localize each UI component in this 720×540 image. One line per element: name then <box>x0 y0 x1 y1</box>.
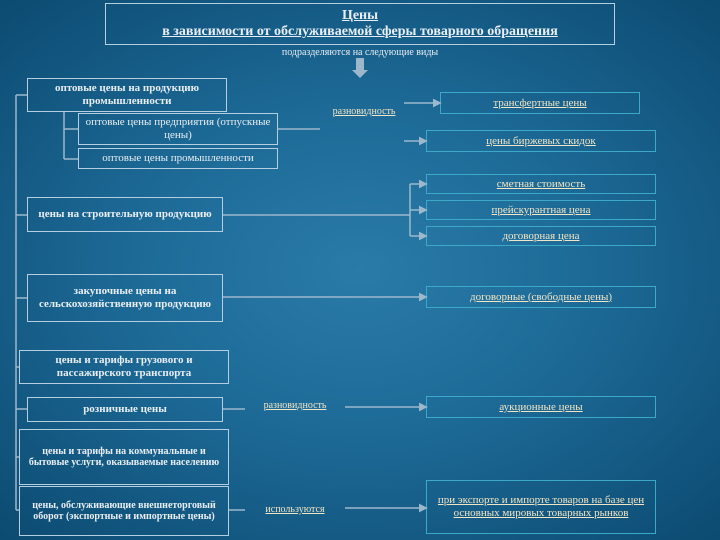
box-free-prices: договорные (свободные цены) <box>426 286 656 308</box>
box-estimate-cost: сметная стоимость <box>426 174 656 194</box>
box-wholesale-enterprise: оптовые цены предприятия (отпускные цены… <box>78 113 278 145</box>
box-transport: цены и тарифы грузового и пассажирского … <box>19 350 229 384</box>
box-foreign-trade: цены, обслуживающие внешнеторговый оборо… <box>19 486 229 536</box>
box-exchange-discount: цены биржевых скидок <box>426 130 656 152</box>
title-line1: Цены <box>110 8 610 24</box>
subtitle-text: подразделяются на следующие виды <box>230 47 490 58</box>
box-agriculture: закупочные цены на сельскохозяйственную … <box>27 274 223 322</box>
title-line2: в зависимости от обслуживаемой сферы тов… <box>110 24 610 40</box>
box-utilities: цены и тарифы на коммунальные и бытовые … <box>19 429 229 485</box>
box-auction-prices: аукционные цены <box>426 396 656 418</box>
box-export-import: при экспорте и импорте товаров на базе ц… <box>426 480 656 534</box>
box-wholesale-industry-sub: оптовые цены промышленности <box>78 148 278 169</box>
title-box: Цены в зависимости от обслуживаемой сфер… <box>105 3 615 45</box>
box-retail: розничные цены <box>27 397 223 422</box>
box-wholesale-industry: оптовые цены на продукцию промышленности <box>27 78 227 112</box>
label-kind-2: разновидность <box>245 400 345 411</box>
box-transfer-prices: трансфертные цены <box>440 92 640 114</box>
label-kind-1: разновидность <box>324 106 404 117</box>
box-construction: цены на строительную продукцию <box>27 197 223 232</box>
box-contract-price: договорная цена <box>426 226 656 246</box>
box-list-price: прейскурантная цена <box>426 200 656 220</box>
label-used: используются <box>245 504 345 515</box>
